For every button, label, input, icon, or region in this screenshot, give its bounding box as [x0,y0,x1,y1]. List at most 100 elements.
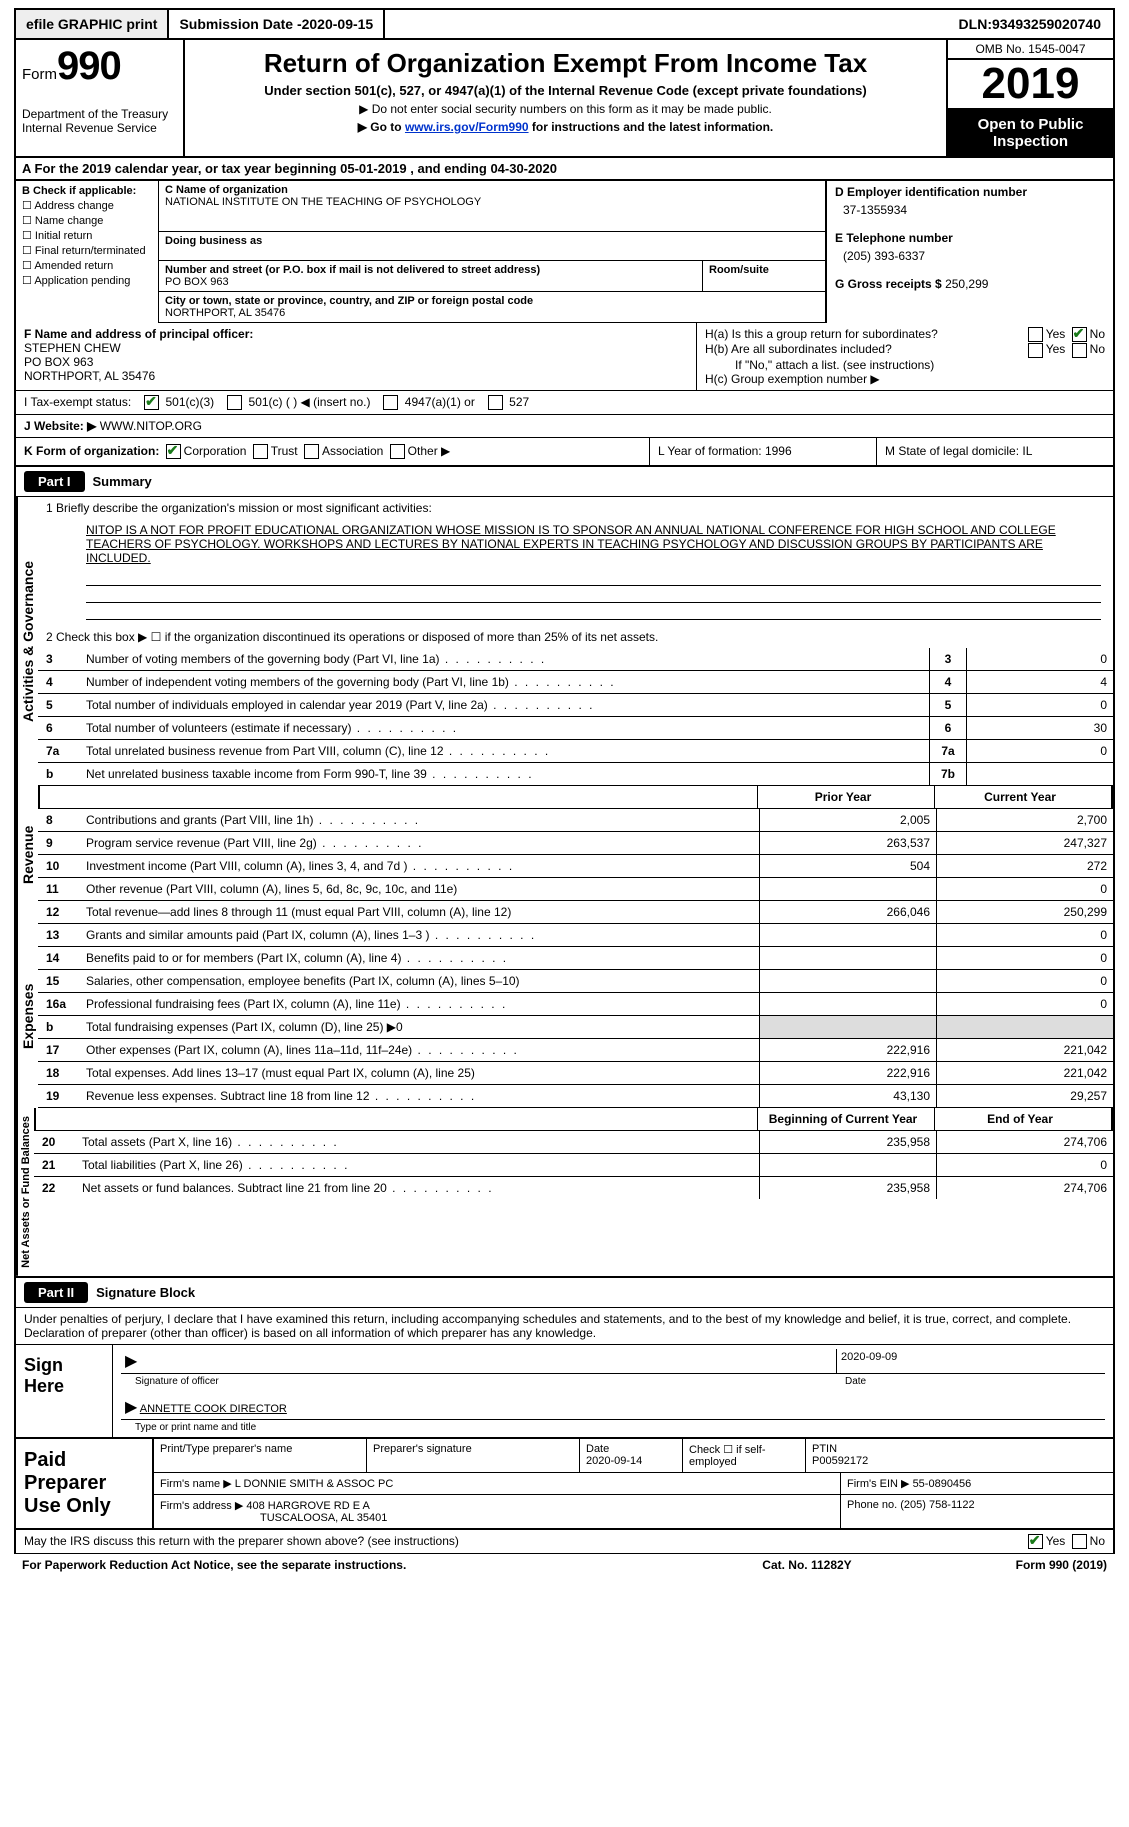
calyear-end: 04-30-2020 [490,161,557,176]
chk-501c3[interactable] [144,395,159,410]
chk-initial-return[interactable]: ☐ Initial return [22,229,152,242]
527-label: 527 [509,395,529,409]
chk-527[interactable] [488,395,503,410]
form-header: Form990 Department of the Treasury Inter… [14,40,1115,158]
line-11-cy: 0 [936,878,1113,900]
discuss-yes[interactable] [1028,1534,1043,1549]
rule-line [86,586,1101,603]
line-22-cy: 274,706 [936,1177,1113,1199]
line-7a-num: 7a [929,740,966,762]
line-16a-text: Professional fundraising fees (Part IX, … [82,995,759,1013]
chk-4947[interactable] [383,395,398,410]
line-20-text: Total assets (Part X, line 16) [78,1133,759,1151]
ein-value: 37-1355934 [843,203,1105,217]
current-year-hdr: Current Year [934,786,1111,808]
k-label: K Form of organization: [24,444,159,458]
line-19-cy: 29,257 [936,1085,1113,1107]
hc-label: H(c) Group exemption number ▶ [705,372,1105,386]
firm-addr2: TUSCALOOSA, AL 35401 [160,1512,387,1524]
line-7b-num: 7b [929,763,966,785]
section-bcd: B Check if applicable: ☐ Address change … [14,181,1115,323]
line-9-cy: 247,327 [936,832,1113,854]
prep-date: 2020-09-14 [586,1455,642,1467]
form-number: 990 [57,44,121,88]
calyear-begin: 05-01-2019 [340,161,407,176]
website-row: J Website: ▶ WWW.NITOP.ORG [14,415,1115,438]
line-15-py [759,970,936,992]
state-domicile: M State of legal domicile: IL [877,438,1113,465]
chk-label: Name change [35,215,104,227]
line-18-cy: 221,042 [936,1062,1113,1084]
chk-amended[interactable]: ☐ Amended return [22,259,152,272]
box-d: D Employer identification number 37-1355… [826,181,1113,323]
line-20-py: 235,958 [759,1131,936,1153]
box-f: F Name and address of principal officer:… [16,323,697,390]
dln-value: 93493259020740 [992,16,1101,32]
chk-trust[interactable] [253,444,268,459]
firm-phone: (205) 758-1122 [900,1499,974,1511]
corp-label: Corporation [184,444,247,458]
year-formation: L Year of formation: 1996 [650,438,877,465]
website-label: J Website: ▶ [24,419,96,433]
paid-preparer-label: Paid Preparer Use Only [16,1439,154,1528]
chk-label: Amended return [34,260,113,272]
line-16b-cy [936,1016,1113,1038]
prior-year-hdr: Prior Year [757,786,934,808]
4947-label: 4947(a)(1) or [405,395,475,409]
mission-text: NITOP IS A NOT FOR PROFIT EDUCATIONAL OR… [38,519,1113,569]
hb-yes[interactable] [1028,343,1043,358]
discuss-row: May the IRS discuss this return with the… [14,1530,1115,1554]
chk-corp[interactable] [166,444,181,459]
chk-label: Application pending [34,275,130,287]
hb-note: If "No," attach a list. (see instruction… [705,358,1105,372]
efile-print-button[interactable]: efile GRAPHIC print [16,10,169,38]
hb-no[interactable] [1072,343,1087,358]
line-4-num: 4 [929,671,966,693]
other-label: Other ▶ [408,444,451,458]
chk-label: Initial return [35,230,92,242]
addr-label: Number and street (or P.O. box if mail i… [165,264,540,276]
line-12-py: 266,046 [759,901,936,923]
firm-name: L DONNIE SMITH & ASSOC PC [235,1478,394,1490]
tab-revenue: Revenue [16,786,38,924]
box-b: B Check if applicable: ☐ Address change … [16,181,159,323]
irs-link[interactable]: www.irs.gov/Form990 [405,120,529,134]
firm-name-label: Firm's name ▶ [160,1478,232,1490]
chk-501c[interactable] [227,395,242,410]
line-7b-val [966,763,1113,785]
line-6-text: Total number of volunteers (estimate if … [82,719,929,737]
part-i: Part ISummary Activities & Governance 1 … [14,467,1115,1278]
chk-final-return[interactable]: ☐ Final return/terminated [22,244,152,257]
open-to-public: Open to Public Inspection [948,110,1113,156]
discuss-no[interactable] [1072,1534,1087,1549]
chk-name-change[interactable]: ☐ Name change [22,214,152,227]
line-11-py [759,878,936,900]
ha-no[interactable] [1072,327,1087,342]
room-label: Room/suite [709,264,769,276]
chk-label: Final return/terminated [35,245,146,257]
officer-city: NORTHPORT, AL 35476 [24,369,155,383]
calyear-pre: A For the 2019 calendar year, or tax yea… [22,161,340,176]
line-21-text: Total liabilities (Part X, line 26) [78,1156,759,1174]
org-name-label: C Name of organization [165,184,288,196]
prep-date-label: Date [586,1443,609,1455]
hb-label: H(b) Are all subordinates included? [705,342,1025,357]
line-5-val: 0 [966,694,1113,716]
ha-yes[interactable] [1028,327,1043,342]
part-ii-label: Part II [24,1282,88,1303]
line-18-py: 222,916 [759,1062,936,1084]
footer: For Paperwork Reduction Act Notice, see … [14,1554,1115,1576]
chk-app-pending[interactable]: ☐ Application pending [22,274,152,287]
firm-addr-label: Firm's address ▶ [160,1500,243,1512]
submission-date: Submission Date - 2020-09-15 [169,10,385,38]
line-8-text: Contributions and grants (Part VIII, lin… [82,811,759,829]
tax-status-label: I Tax-exempt status: [24,395,131,409]
501c-label: 501(c) ( ) ◀ (insert no.) [249,395,371,409]
date-label: Date [845,1376,1105,1387]
yes-label: Yes [1046,1534,1066,1548]
chk-assoc[interactable] [304,444,319,459]
website-value: WWW.NITOP.ORG [100,419,202,433]
line-12-text: Total revenue—add lines 8 through 11 (mu… [82,903,759,921]
chk-address-change[interactable]: ☐ Address change [22,199,152,212]
chk-other[interactable] [390,444,405,459]
